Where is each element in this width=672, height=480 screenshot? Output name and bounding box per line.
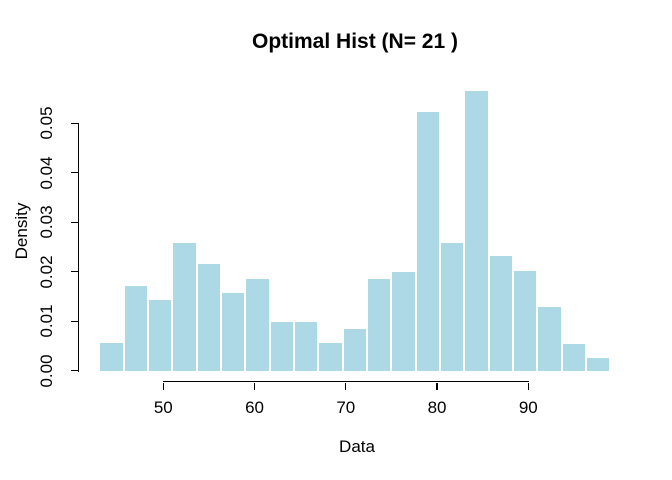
histogram-bar (342, 328, 368, 371)
histogram-bar (537, 306, 562, 371)
chart-title: Optimal Hist (N= 21 ) (252, 30, 458, 53)
y-tick-label: 0.04 (37, 156, 56, 190)
histogram-bar (415, 110, 441, 371)
histogram-bar (440, 241, 465, 371)
x-tick-label: 60 (245, 398, 265, 417)
x-tick-label: 70 (336, 398, 356, 417)
x-tick (253, 382, 256, 390)
histogram-bar (391, 270, 416, 371)
y-tick-label: 0.00 (37, 354, 56, 388)
x-tick-label: 80 (427, 398, 447, 417)
histogram-bar (221, 292, 246, 371)
histogram-bar (464, 90, 489, 371)
y-tick (70, 271, 78, 273)
histogram-bar (294, 321, 319, 371)
y-axis-line (77, 123, 79, 372)
x-tick-label: 90 (518, 398, 538, 417)
x-axis-label: Data (339, 437, 375, 456)
y-axis-label: Density (12, 202, 31, 260)
x-tick (345, 382, 347, 390)
y-tick-label: 0.02 (37, 255, 56, 289)
histogram-bar (561, 342, 587, 371)
histogram-bar (367, 278, 392, 371)
histogram-bar (318, 342, 343, 371)
histogram-bar (513, 270, 538, 371)
y-tick (70, 370, 78, 372)
histogram-bar (245, 278, 270, 371)
y-tick (70, 320, 78, 322)
histogram-bar (123, 285, 149, 371)
y-tick-label: 0.05 (37, 106, 56, 140)
y-tick-label: 0.01 (37, 304, 56, 338)
histogram-bar (172, 242, 197, 371)
histogram-bar (99, 342, 124, 371)
x-tick (527, 382, 529, 390)
histogram-bar (196, 263, 222, 371)
y-tick (70, 122, 78, 124)
x-tick-label: 50 (153, 398, 173, 417)
y-tick (70, 221, 78, 223)
y-tick (70, 172, 78, 174)
histogram-bar (488, 255, 514, 371)
histogram-bar (148, 298, 173, 371)
y-tick-label: 0.03 (37, 205, 56, 239)
x-axis-line (162, 381, 529, 383)
histogram-bar (586, 356, 611, 371)
x-tick (436, 382, 438, 390)
x-tick (162, 382, 164, 390)
histogram-bar (269, 321, 295, 371)
